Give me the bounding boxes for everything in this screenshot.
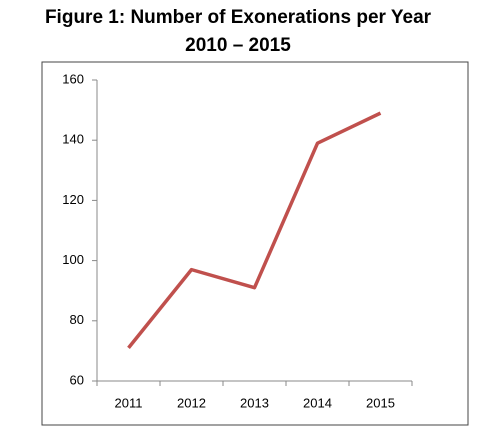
y-tick-label: 160 [62,71,84,86]
x-tick-label: 2015 [366,395,395,410]
chart-subtitle: 2010 – 2015 [185,35,291,56]
y-tick-label: 100 [62,252,84,267]
x-tick-label: 2014 [303,395,332,410]
chart-frame [41,61,469,426]
y-tick-label: 80 [70,312,84,327]
y-tick-label: 120 [62,192,84,207]
data-line [127,111,382,349]
y-tick-label: 60 [70,372,84,387]
y-tick-label: 140 [62,132,84,147]
chart-title: Figure 1: Number of Exonerations per Yea… [45,7,432,28]
x-tick-label: 2012 [177,395,206,410]
x-tick-label: 2011 [115,395,143,410]
x-tick-label: 2013 [240,395,269,410]
